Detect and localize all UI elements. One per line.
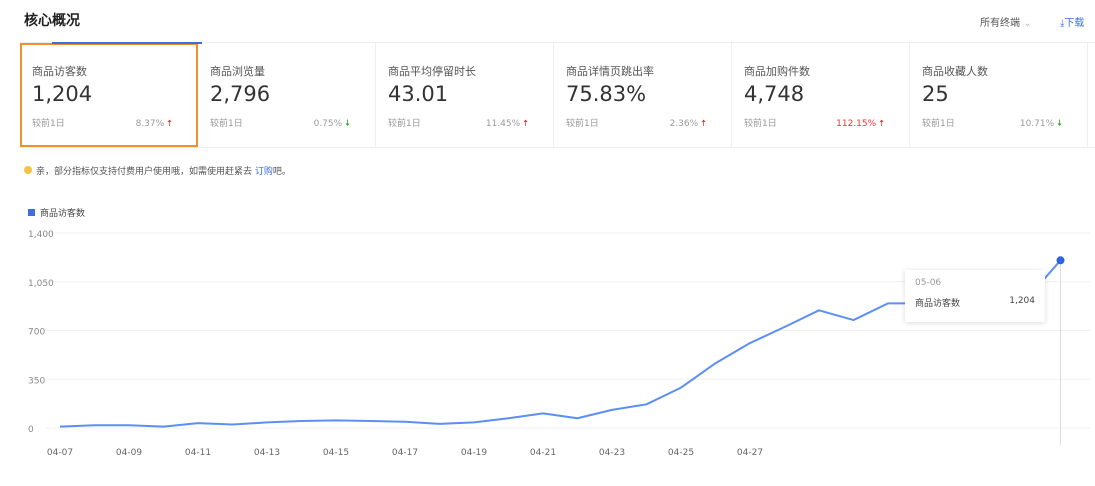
change-value: 2.36% bbox=[669, 119, 699, 129]
arrow-up-icon: 🠅 bbox=[523, 119, 528, 129]
notice-suffix: 吧。 bbox=[272, 167, 291, 177]
tooltip-value: 1,204 bbox=[1009, 296, 1035, 306]
arrow-up-icon: 🠅 bbox=[879, 119, 884, 129]
series-line bbox=[59, 259, 1062, 428]
notice-text: 亲，部分指标仅支持付费用户使用哦，如需使用赶紧去 bbox=[36, 167, 255, 177]
metric-value: 2,796 bbox=[210, 82, 271, 106]
x-tick-label: 04-23 bbox=[599, 448, 625, 458]
download-label: 下载 bbox=[1064, 18, 1085, 29]
metric-card[interactable]: 商品加购件数 4,748 较前1日 112.15% 🠅 bbox=[732, 43, 910, 147]
change-value: 11.45% bbox=[485, 119, 521, 129]
download-icon: ⤓ bbox=[1060, 18, 1065, 29]
download-link[interactable]: ⤓下载 bbox=[1060, 14, 1084, 29]
x-tick-label: 04-17 bbox=[392, 448, 418, 458]
metric-label: 商品详情页跳出率 bbox=[566, 65, 654, 78]
terminal-select[interactable]: 所有终端 ⌄ bbox=[980, 14, 1032, 29]
metric-value: 1,204 bbox=[32, 82, 93, 106]
x-tick-label: 04-09 bbox=[116, 448, 142, 458]
chart-legend[interactable]: 商品访客数 bbox=[28, 206, 85, 219]
notice: 亲，部分指标仅支持付费用户使用哦，如需使用赶紧去 订购吧。 bbox=[24, 164, 291, 177]
metric-label: 商品浏览量 bbox=[210, 65, 265, 78]
change-value: 0.75% bbox=[313, 119, 343, 129]
legend-swatch bbox=[28, 209, 35, 216]
terminal-select-value: 所有终端 bbox=[980, 18, 1020, 29]
change-value: 112.15% bbox=[836, 119, 877, 129]
metric-card[interactable]: 商品平均停留时长 43.01 较前1日 11.45% 🠅 bbox=[376, 43, 554, 147]
y-tick-label: 350 bbox=[28, 376, 45, 386]
metric-value: 75.83% bbox=[566, 82, 647, 106]
y-tick-label: 1,050 bbox=[28, 279, 54, 289]
metric-value: 4,748 bbox=[744, 82, 805, 106]
tooltip-date: 05-06 bbox=[915, 278, 942, 288]
x-tick-label: 04-07 bbox=[47, 448, 73, 458]
info-icon bbox=[24, 166, 32, 174]
x-tick-label: 04-21 bbox=[530, 448, 556, 458]
metric-label: 商品平均停留时长 bbox=[388, 65, 476, 78]
chevron-down-icon: ⌄ bbox=[1023, 18, 1032, 29]
metric-cards: 商品访客数 1,204 较前1日 8.37% 🠅 商品浏览量 2,796 较前1日… bbox=[20, 42, 1095, 148]
metric-card[interactable]: 商品访客数 1,204 较前1日 8.37% 🠅 bbox=[20, 42, 202, 147]
subscribe-link[interactable]: 订购 bbox=[254, 167, 273, 177]
change-value: 8.37% bbox=[135, 119, 165, 129]
metric-card[interactable]: 商品浏览量 2,796 较前1日 0.75% 🠇 bbox=[198, 43, 376, 147]
compare-label: 较前1日 bbox=[744, 119, 777, 129]
arrow-up-icon: 🠅 bbox=[701, 119, 706, 129]
compare-label: 较前1日 bbox=[566, 119, 599, 129]
metric-value: 25 bbox=[922, 82, 949, 106]
metric-value: 43.01 bbox=[388, 82, 449, 106]
data-point[interactable] bbox=[1056, 256, 1065, 265]
x-tick-label: 04-19 bbox=[461, 448, 487, 458]
y-tick-label: 700 bbox=[28, 328, 45, 338]
compare-label: 较前1日 bbox=[32, 119, 65, 129]
tooltip-series: 商品访客数 bbox=[915, 299, 961, 309]
y-tick-label: 0 bbox=[28, 425, 34, 435]
compare-label: 较前1日 bbox=[922, 119, 955, 129]
x-tick-label: 04-25 bbox=[668, 448, 694, 458]
metric-card[interactable]: 商品收藏人数 25 较前1日 10.71% 🠇 bbox=[910, 43, 1088, 147]
compare-label: 较前1日 bbox=[388, 119, 421, 129]
metric-label: 商品收藏人数 bbox=[922, 65, 988, 78]
metric-label: 商品访客数 bbox=[32, 65, 87, 78]
metric-label: 商品加购件数 bbox=[744, 65, 810, 78]
legend-label: 商品访客数 bbox=[40, 209, 86, 219]
x-tick-label: 04-11 bbox=[185, 448, 211, 458]
page-title: 核心概况 bbox=[24, 13, 80, 29]
change-value: 10.71% bbox=[1019, 119, 1055, 129]
chart-tooltip: 05-06 商品访客数 1,204 bbox=[905, 270, 1045, 322]
x-tick-label: 04-13 bbox=[254, 448, 280, 458]
x-tick-label: 04-15 bbox=[323, 448, 349, 458]
arrow-down-icon: 🠇 bbox=[345, 119, 350, 129]
arrow-up-icon: 🠅 bbox=[167, 119, 172, 129]
compare-label: 较前1日 bbox=[210, 119, 243, 129]
x-tick-label: 04-27 bbox=[737, 448, 763, 458]
metric-card[interactable]: 商品详情页跳出率 75.83% 较前1日 2.36% 🠅 bbox=[554, 43, 732, 147]
arrow-down-icon: 🠇 bbox=[1057, 119, 1062, 129]
y-tick-label: 1,400 bbox=[28, 230, 54, 240]
